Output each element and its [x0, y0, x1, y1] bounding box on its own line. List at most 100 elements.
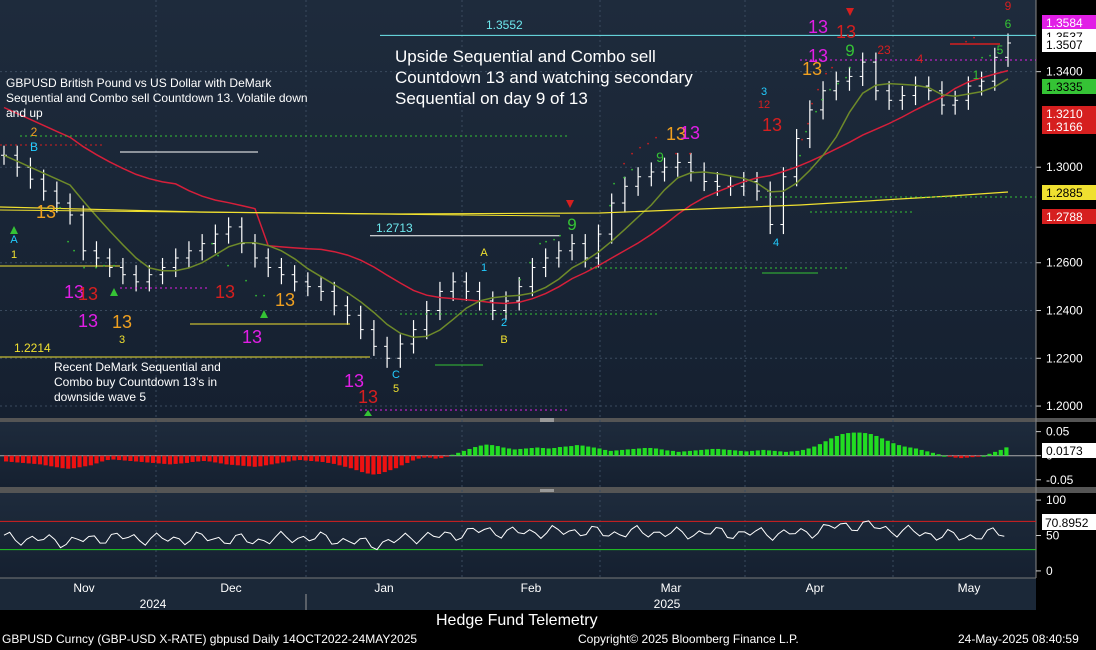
osc1-bar [478, 445, 483, 456]
demark-setup-dot: • [997, 48, 999, 54]
osc2-value-tag [1042, 514, 1096, 530]
demark-setup-dot: • [539, 242, 541, 248]
osc1-bar [800, 449, 806, 456]
demark-setup-dot: • [609, 204, 611, 210]
osc1-bar [100, 455, 105, 462]
osc1-bar [891, 443, 896, 456]
demark-setup-dot: • [73, 249, 75, 255]
price-tag [1042, 106, 1096, 121]
osc1-bar [597, 448, 602, 456]
osc1-bar [523, 448, 529, 456]
osc1-bar [778, 451, 783, 456]
osc1-bar [885, 440, 890, 456]
osc1-bar [117, 455, 122, 461]
demark-setup-dot: • [255, 294, 257, 300]
demark-count-label: 13 [215, 282, 235, 302]
buy-arrow-icon [364, 410, 372, 416]
demark-count-label: 6 [1005, 17, 1012, 31]
demark-setup-dot: • [989, 54, 991, 60]
osc1-bar [710, 448, 715, 456]
demark-sell-dot: • [817, 88, 819, 94]
demark-setup-dot: • [83, 266, 85, 272]
osc1-bar [574, 445, 579, 456]
osc1-bar [947, 455, 952, 457]
osc1-bar [133, 455, 139, 462]
osc1-bar [292, 455, 297, 461]
osc1-bar [829, 438, 834, 456]
osc1-bar [851, 432, 856, 456]
demark-count-label: 4 [917, 52, 924, 66]
demark-setup-dot: • [263, 294, 265, 300]
demark-count-label: 3 [761, 86, 767, 98]
demark-count-label: 13 [808, 17, 828, 37]
osc2-tick-label: 100 [1046, 493, 1066, 507]
osc1-bar [365, 455, 370, 474]
demark-count-label: 13 [666, 124, 686, 144]
osc1-bar [823, 441, 828, 456]
demark-count-label: A [480, 247, 488, 259]
osc1-bar [563, 446, 568, 456]
demark-setup-dot: • [227, 264, 229, 270]
osc1-bar [484, 444, 489, 456]
demark-count-label: 3 [119, 334, 125, 346]
osc1-bar [659, 449, 664, 456]
sell-arrow-icon [846, 8, 854, 16]
demark-sell-dot: • [973, 36, 975, 42]
price-tag-label: 1.3335 [1046, 80, 1083, 94]
price-tick-label: 1.3000 [1046, 160, 1083, 174]
level-line-yellow-flat [0, 209, 561, 217]
osc1-bar [213, 455, 218, 463]
x-month-label: Nov [73, 581, 94, 595]
buy-arrow-icon [260, 310, 268, 318]
osc1-bar [490, 445, 495, 456]
osc1-bar [286, 455, 291, 462]
x-year-label: 2024 [140, 597, 167, 611]
osc1-bar [122, 455, 127, 461]
demark-setup-dot: • [217, 254, 219, 260]
osc1-bar [625, 449, 630, 456]
demark-setup-dot: • [845, 76, 847, 82]
osc1-bar [4, 455, 9, 462]
demark-setup-dot: • [245, 279, 247, 285]
osc1-bar [343, 455, 348, 467]
osc1-bar [128, 455, 133, 461]
osc1-bar [976, 455, 981, 457]
demark-setup-dot: • [829, 88, 831, 94]
x-year-label: 2025 [654, 597, 681, 611]
buy-arrow-icon [10, 226, 18, 234]
osc1-bar [94, 455, 99, 464]
demark-count-label: 2 [501, 317, 507, 329]
osc1-bar [427, 455, 433, 458]
demark-setup-dot: • [799, 154, 801, 160]
osc1-bar [320, 455, 325, 462]
osc1-bar [665, 450, 670, 456]
osc1-bar [263, 455, 269, 466]
demark-count-label: 1 [11, 249, 17, 261]
ma-green-line [3, 78, 1009, 338]
demark-setup-dot: • [981, 56, 983, 62]
osc1-bar [569, 446, 574, 456]
osc1-bar [371, 455, 376, 475]
osc1-bar [156, 455, 161, 464]
demark-count-label: 1 [973, 68, 980, 82]
demark-count-label: 9 [567, 215, 576, 234]
demark-setup-dot: • [849, 66, 851, 72]
osc1-bar [750, 450, 755, 456]
demark-count-label: 13 [808, 46, 828, 66]
osc1-bar [727, 449, 732, 456]
osc1-bar [744, 451, 749, 456]
osc1-bar [846, 433, 851, 456]
osc1-bar [399, 455, 404, 466]
demark-count-label: 13 [344, 371, 364, 391]
osc1-value-label: 0.0173 [1046, 444, 1083, 458]
osc1-bar [224, 455, 229, 465]
osc1-bar [1004, 447, 1009, 456]
osc1-bar [37, 455, 43, 465]
price-tag-label: 1.3166 [1046, 120, 1083, 134]
demark-setup-dot: • [553, 238, 555, 244]
osc1-bar [738, 450, 743, 456]
demark-setup-dot: • [59, 206, 61, 212]
osc1-bar [512, 449, 517, 456]
x-axis-bg [0, 578, 1036, 610]
demark-setup-dot: • [623, 176, 625, 182]
